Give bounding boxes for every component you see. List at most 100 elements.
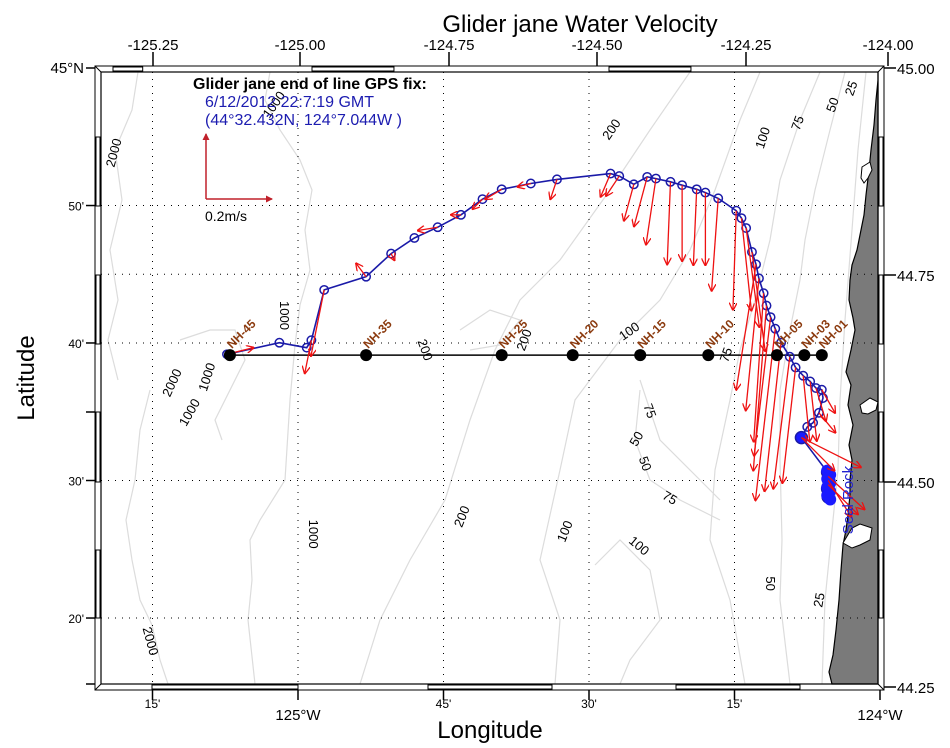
velocity-arrow xyxy=(740,218,751,310)
top-tick-label: -124.50 xyxy=(572,37,623,54)
velocity-arrow xyxy=(800,437,834,471)
velocity-arrow xyxy=(712,198,719,290)
map-frame xyxy=(94,65,885,691)
contour-75-mid xyxy=(639,379,721,501)
track-point xyxy=(274,337,285,348)
y-axis-label: Latitude xyxy=(13,335,40,420)
track-point xyxy=(525,178,536,189)
station-marker xyxy=(770,349,783,362)
velocity-arrow xyxy=(751,251,765,351)
bottom-tick-label: 45' xyxy=(436,697,452,711)
frame-bar-right xyxy=(878,411,884,483)
track-point xyxy=(306,335,317,346)
top-tick-label: -124.25 xyxy=(721,37,772,54)
frame-bar-top xyxy=(112,66,144,72)
contour-label: 100 xyxy=(752,125,773,150)
contour-1000-north xyxy=(247,72,313,684)
frame-bar-top xyxy=(311,66,395,72)
contour-100-south xyxy=(594,539,661,684)
track-point xyxy=(496,184,507,195)
velocity-arrow xyxy=(418,227,438,230)
chart-title: Glider jane Water Velocity xyxy=(442,11,717,38)
contour-label: 75 xyxy=(660,488,680,508)
contour-100-north xyxy=(539,72,761,684)
velocity-arrow xyxy=(821,389,835,413)
frame-bar-right xyxy=(878,549,884,619)
gps-fix-position: (44°32.432N, 124°7.044W ) xyxy=(205,112,402,129)
velocity-arrow xyxy=(754,317,772,456)
right-tick-label: 44.50 xyxy=(897,475,935,492)
contour-label: 100 xyxy=(554,518,576,544)
velocity-arrow xyxy=(827,475,864,509)
top-tick-label: -124.75 xyxy=(424,37,475,54)
velocity-arrow xyxy=(356,264,367,278)
station-marker xyxy=(223,349,236,362)
contour-25 xyxy=(821,72,867,684)
station-marker xyxy=(702,349,715,362)
frame-bar-bottom xyxy=(675,684,801,690)
track-point xyxy=(301,342,312,353)
station-marker xyxy=(495,349,508,362)
contour-label: 200 xyxy=(451,504,473,530)
station-marker xyxy=(634,349,647,362)
contour-75-north xyxy=(709,72,821,684)
velocity-arrow xyxy=(809,381,817,441)
gps-fix-time: 6/12/2012 22:7:19 GMT xyxy=(205,94,374,111)
right-tick-label: 44.75 xyxy=(897,268,935,285)
contour-200-mid xyxy=(459,309,522,351)
velocity-arrow xyxy=(827,484,858,515)
contour-label: 25 xyxy=(842,79,861,98)
frame-bar-left xyxy=(95,274,101,345)
velocity-arrow xyxy=(624,184,635,220)
velocity-arrow xyxy=(606,175,620,196)
left-tick-label: 45°N xyxy=(50,60,84,77)
bottom-tick-label: 125°W xyxy=(275,707,321,724)
velocity-arrow xyxy=(773,356,791,489)
station-marker xyxy=(566,349,579,362)
contour-label: 50 xyxy=(823,95,842,114)
contour-label: 75 xyxy=(788,114,807,133)
station-label: NH-20 xyxy=(567,317,602,352)
velocity-arrow xyxy=(802,375,810,442)
bottom-tick-label: 15' xyxy=(727,697,743,711)
contour-label: 1000 xyxy=(306,520,321,549)
track-point xyxy=(361,271,372,282)
right-tick-label: 44.25 xyxy=(897,680,935,697)
velocity-arrow xyxy=(391,254,394,261)
velocity-arrow xyxy=(818,412,836,433)
track-point xyxy=(628,179,639,190)
contour-label: 2000 xyxy=(140,625,162,657)
contour-2000-south xyxy=(125,389,169,684)
velocity-vectors xyxy=(226,173,865,517)
station-marker xyxy=(798,349,811,362)
contour-label: 75 xyxy=(640,401,659,420)
velocity-arrow xyxy=(634,176,648,227)
left-tick-label: 20' xyxy=(68,612,84,626)
frame-bar-left xyxy=(95,136,101,207)
contour-50-mid xyxy=(634,389,721,521)
frame-bar-left xyxy=(95,411,101,483)
station-label: NH-10 xyxy=(703,317,738,352)
track-point xyxy=(614,171,625,182)
velocity-arrow xyxy=(827,480,851,517)
frame-bar-top xyxy=(608,66,692,72)
top-tick-label: -124.00 xyxy=(863,37,914,54)
contour-label: 200 xyxy=(513,327,535,353)
contour-label: 1000 xyxy=(277,301,292,330)
velocity-arrow xyxy=(485,188,503,199)
track-point xyxy=(409,233,420,243)
gps-fix-annotation: Glider jane end of line GPS fix: 6/12/20… xyxy=(193,76,427,129)
frame-alternating-bars xyxy=(95,66,884,690)
velocity-arrow xyxy=(667,181,670,265)
station-label: NH-45 xyxy=(224,317,259,352)
glider-track xyxy=(222,168,837,506)
track-point xyxy=(605,168,616,179)
velocity-scale: 0.2m/s xyxy=(202,133,273,224)
place-label-seal-rock: Seal Rock xyxy=(840,465,857,534)
frame-bar-right xyxy=(878,136,884,207)
grid-lines xyxy=(101,72,878,684)
velocity-arrow xyxy=(782,367,797,483)
contour-200-north xyxy=(359,72,691,684)
